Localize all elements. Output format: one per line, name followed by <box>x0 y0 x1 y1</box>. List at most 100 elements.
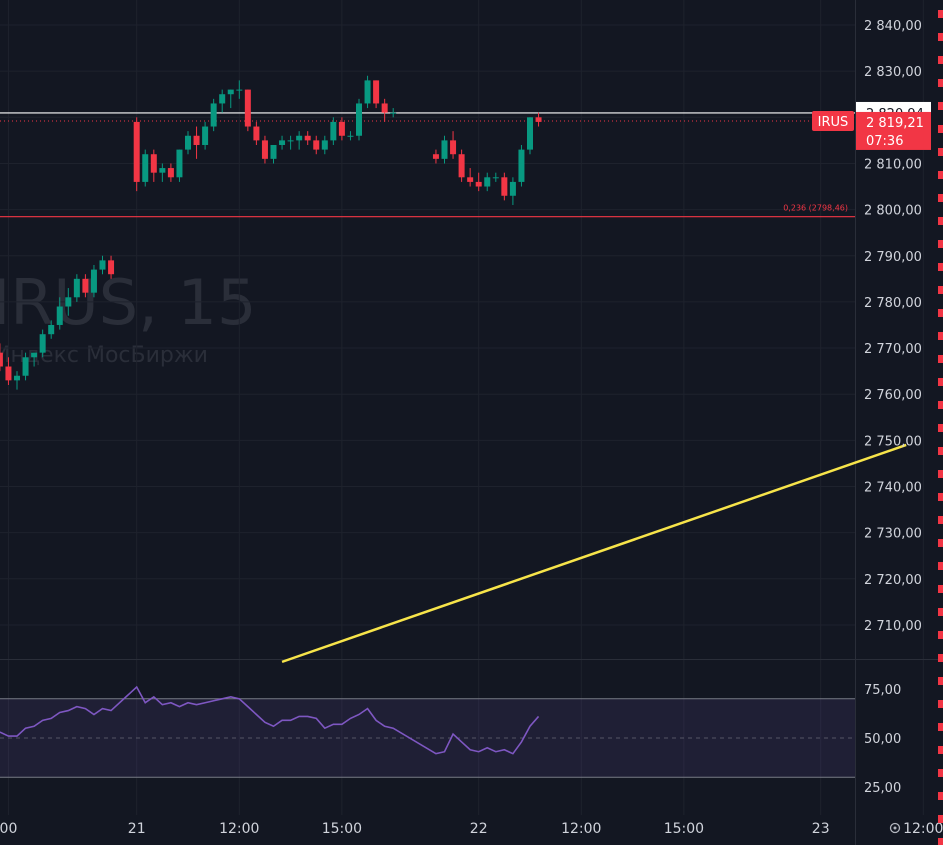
alert-edge-mark <box>938 10 943 18</box>
candle-body-up <box>287 140 294 142</box>
last-price-text: 2 819,21 <box>866 116 924 131</box>
rsi-line <box>0 685 540 755</box>
candle-body-up <box>227 89 234 95</box>
rsi-pane <box>0 685 855 778</box>
candle-body-down <box>338 121 345 136</box>
price-tick-label: 2 840,00 <box>864 19 922 34</box>
candle-body-up <box>99 260 106 270</box>
alert-edge-mark <box>938 194 943 202</box>
candle-body-down <box>193 135 200 145</box>
alert-edge-mark <box>938 815 943 823</box>
price-tick-label: 2 730,00 <box>864 527 922 542</box>
price-tick-label: 2 770,00 <box>864 342 922 357</box>
price-tick-label: 2 830,00 <box>864 65 922 80</box>
time-tick-label: 12:00 <box>903 821 943 837</box>
candle-body-down <box>467 177 474 182</box>
candle-body-up <box>185 135 191 150</box>
candle-body-up <box>347 135 354 137</box>
symbol-badge-text: IRUS <box>818 115 849 130</box>
alert-edge-mark <box>938 217 943 225</box>
time-tick-label: 15:00 <box>664 821 704 837</box>
candle-body-up <box>39 334 46 353</box>
candle-body-down <box>501 177 508 196</box>
candle-body-up <box>270 144 277 159</box>
alert-edge-mark <box>938 171 943 179</box>
candle-body-up <box>65 297 72 307</box>
candle-body-up <box>236 89 243 91</box>
alert-edge-mark <box>938 79 943 87</box>
alert-edge-marks <box>938 10 943 845</box>
price-tick-label: 2 760,00 <box>864 388 922 403</box>
countdown-text: 07:36 <box>866 134 903 149</box>
fib-level-label: 0,236 (2798,46) <box>783 204 848 213</box>
time-tick-label: 15:00 <box>322 821 362 837</box>
alert-edge-mark <box>938 700 943 708</box>
candle-body-up <box>219 94 226 104</box>
price-tick-label: 2 740,00 <box>864 481 922 496</box>
alert-edge-mark <box>938 33 943 41</box>
symbol-badge <box>812 110 854 131</box>
time-axis[interactable]: 00 21 12:00 15:00 22 12:00 15:00 23 12:00 <box>0 821 943 837</box>
alert-edge-mark <box>938 286 943 294</box>
alert-edge-mark <box>938 608 943 616</box>
time-tick-label: 12:00 <box>561 821 601 837</box>
alert-edge-mark <box>938 447 943 455</box>
watermark-symbol: IRUS, 15 <box>0 266 256 339</box>
alert-edge-mark <box>938 125 943 133</box>
candle-body-up <box>330 121 337 141</box>
alert-edge-mark <box>938 838 943 845</box>
candle-body-down <box>253 126 260 141</box>
rsi-tick-label: 50,00 <box>864 732 901 747</box>
price-tick-label: 2 800,00 <box>864 204 922 219</box>
watermark: IRUS, 15 Индекс МосБиржи <box>0 266 256 368</box>
candle-body-up <box>441 140 448 159</box>
candle-body-down <box>108 260 115 275</box>
candle-body-down <box>133 121 140 182</box>
candle-body-down <box>167 168 174 178</box>
candle-body-down <box>475 181 482 187</box>
candle-body-up <box>48 324 55 335</box>
trend-line[interactable] <box>281 443 907 664</box>
price-axis[interactable]: 2 840,002 830,002 820,002 810,002 800,00… <box>864 19 922 634</box>
alert-edge-mark <box>938 677 943 685</box>
candle-body-down <box>373 80 380 104</box>
candle-body-up <box>356 103 362 136</box>
alert-edge-mark <box>938 585 943 593</box>
alert-edge-mark <box>938 493 943 501</box>
candle-body-down <box>0 352 3 367</box>
candle-body-down <box>313 140 320 150</box>
settings-icon[interactable] <box>889 822 901 834</box>
candle-body-up <box>364 80 371 104</box>
candle-body-up <box>210 103 217 127</box>
price-tick-label: 2 750,00 <box>864 434 922 449</box>
candle-body-up <box>527 117 533 150</box>
alert-edge-mark <box>938 263 943 271</box>
candle-body-down <box>261 140 268 159</box>
candle-body-up <box>142 154 149 182</box>
alert-edge-mark <box>938 562 943 570</box>
candle-body-up <box>31 352 38 358</box>
alert-edge-mark <box>938 539 943 547</box>
alert-edge-mark <box>938 792 943 800</box>
candle-body-up <box>202 126 209 145</box>
rsi-axis[interactable]: 75,00 50,00 25,00 <box>864 683 901 796</box>
candle-body-up <box>14 375 20 381</box>
candle-body-up <box>90 269 97 293</box>
candle-body-down <box>5 366 12 381</box>
trend-line-segment[interactable] <box>281 443 907 664</box>
alert-edge-mark <box>938 378 943 386</box>
time-tick-label: 22 <box>470 821 488 837</box>
price-tick-label: 2 720,00 <box>864 573 922 588</box>
candle-body-up <box>56 306 63 325</box>
time-tick-label: 23 <box>812 821 830 837</box>
time-tick-label: 12:00 <box>219 821 259 837</box>
last-price-badge <box>856 111 931 150</box>
candle-body-up <box>518 149 525 182</box>
candle-body-up <box>390 112 397 114</box>
candle-body-up <box>176 149 183 178</box>
alert-edge-mark <box>938 309 943 317</box>
alert-edge-mark <box>938 654 943 662</box>
alert-edge-mark <box>938 746 943 754</box>
level-lines[interactable]: 0,236 (2798,46) <box>0 112 855 218</box>
